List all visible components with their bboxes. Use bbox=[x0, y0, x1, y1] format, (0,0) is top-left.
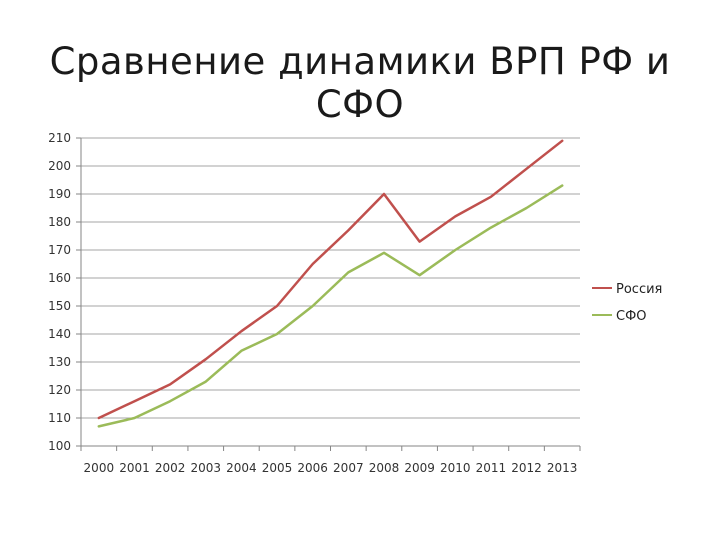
y-tick-label: 110 bbox=[48, 411, 71, 425]
y-tick-labels: 100 110 120 130 140 150 160 170 180 190 200 210 bbox=[48, 131, 71, 453]
x-tick-label: 2010 bbox=[440, 461, 471, 475]
y-tick-label: 180 bbox=[48, 215, 71, 229]
y-tick-label: 120 bbox=[48, 383, 71, 397]
x-tick-label: 2003 bbox=[190, 461, 221, 475]
y-tick-label: 160 bbox=[48, 271, 71, 285]
legend-label: Россия bbox=[616, 282, 662, 297]
series-line-sfo bbox=[97, 184, 564, 428]
series-lines bbox=[97, 139, 564, 428]
y-tick-label: 140 bbox=[48, 327, 71, 341]
y-tick-label: 100 bbox=[48, 439, 71, 453]
x-tick-label: 2007 bbox=[333, 461, 364, 475]
y-tick-label: 210 bbox=[48, 131, 71, 145]
legend: Россия СФО bbox=[592, 282, 662, 324]
x-tick-label: 2002 bbox=[155, 461, 186, 475]
legend-label: СФО bbox=[616, 309, 647, 324]
y-tick-label: 170 bbox=[48, 243, 71, 257]
x-tick-label: 2009 bbox=[404, 461, 435, 475]
x-tick-label: 2001 bbox=[119, 461, 150, 475]
x-tick-label: 2008 bbox=[369, 461, 400, 475]
x-tick-label: 2004 bbox=[226, 461, 257, 475]
y-tick-label: 200 bbox=[48, 159, 71, 173]
y-tick-label: 150 bbox=[48, 299, 71, 313]
gridlines bbox=[81, 137, 580, 419]
x-tick-label: 2011 bbox=[476, 461, 507, 475]
x-tick-labels: 2000 2001 2002 2003 2004 2005 2006 2007 2008 2009… bbox=[84, 461, 578, 475]
x-tick-label: 2013 bbox=[547, 461, 578, 475]
series-line-russia bbox=[97, 139, 564, 420]
y-tick-label: 190 bbox=[48, 187, 71, 201]
y-tick-label: 130 bbox=[48, 355, 71, 369]
axes bbox=[76, 137, 581, 451]
x-tick-label: 2000 bbox=[84, 461, 115, 475]
chart-title: Сравнение динамики ВРП РФ и СФО bbox=[49, 40, 671, 126]
x-tick-label: 2012 bbox=[511, 461, 542, 475]
x-tick-label: 2005 bbox=[262, 461, 293, 475]
x-tick-label: 2006 bbox=[297, 461, 328, 475]
